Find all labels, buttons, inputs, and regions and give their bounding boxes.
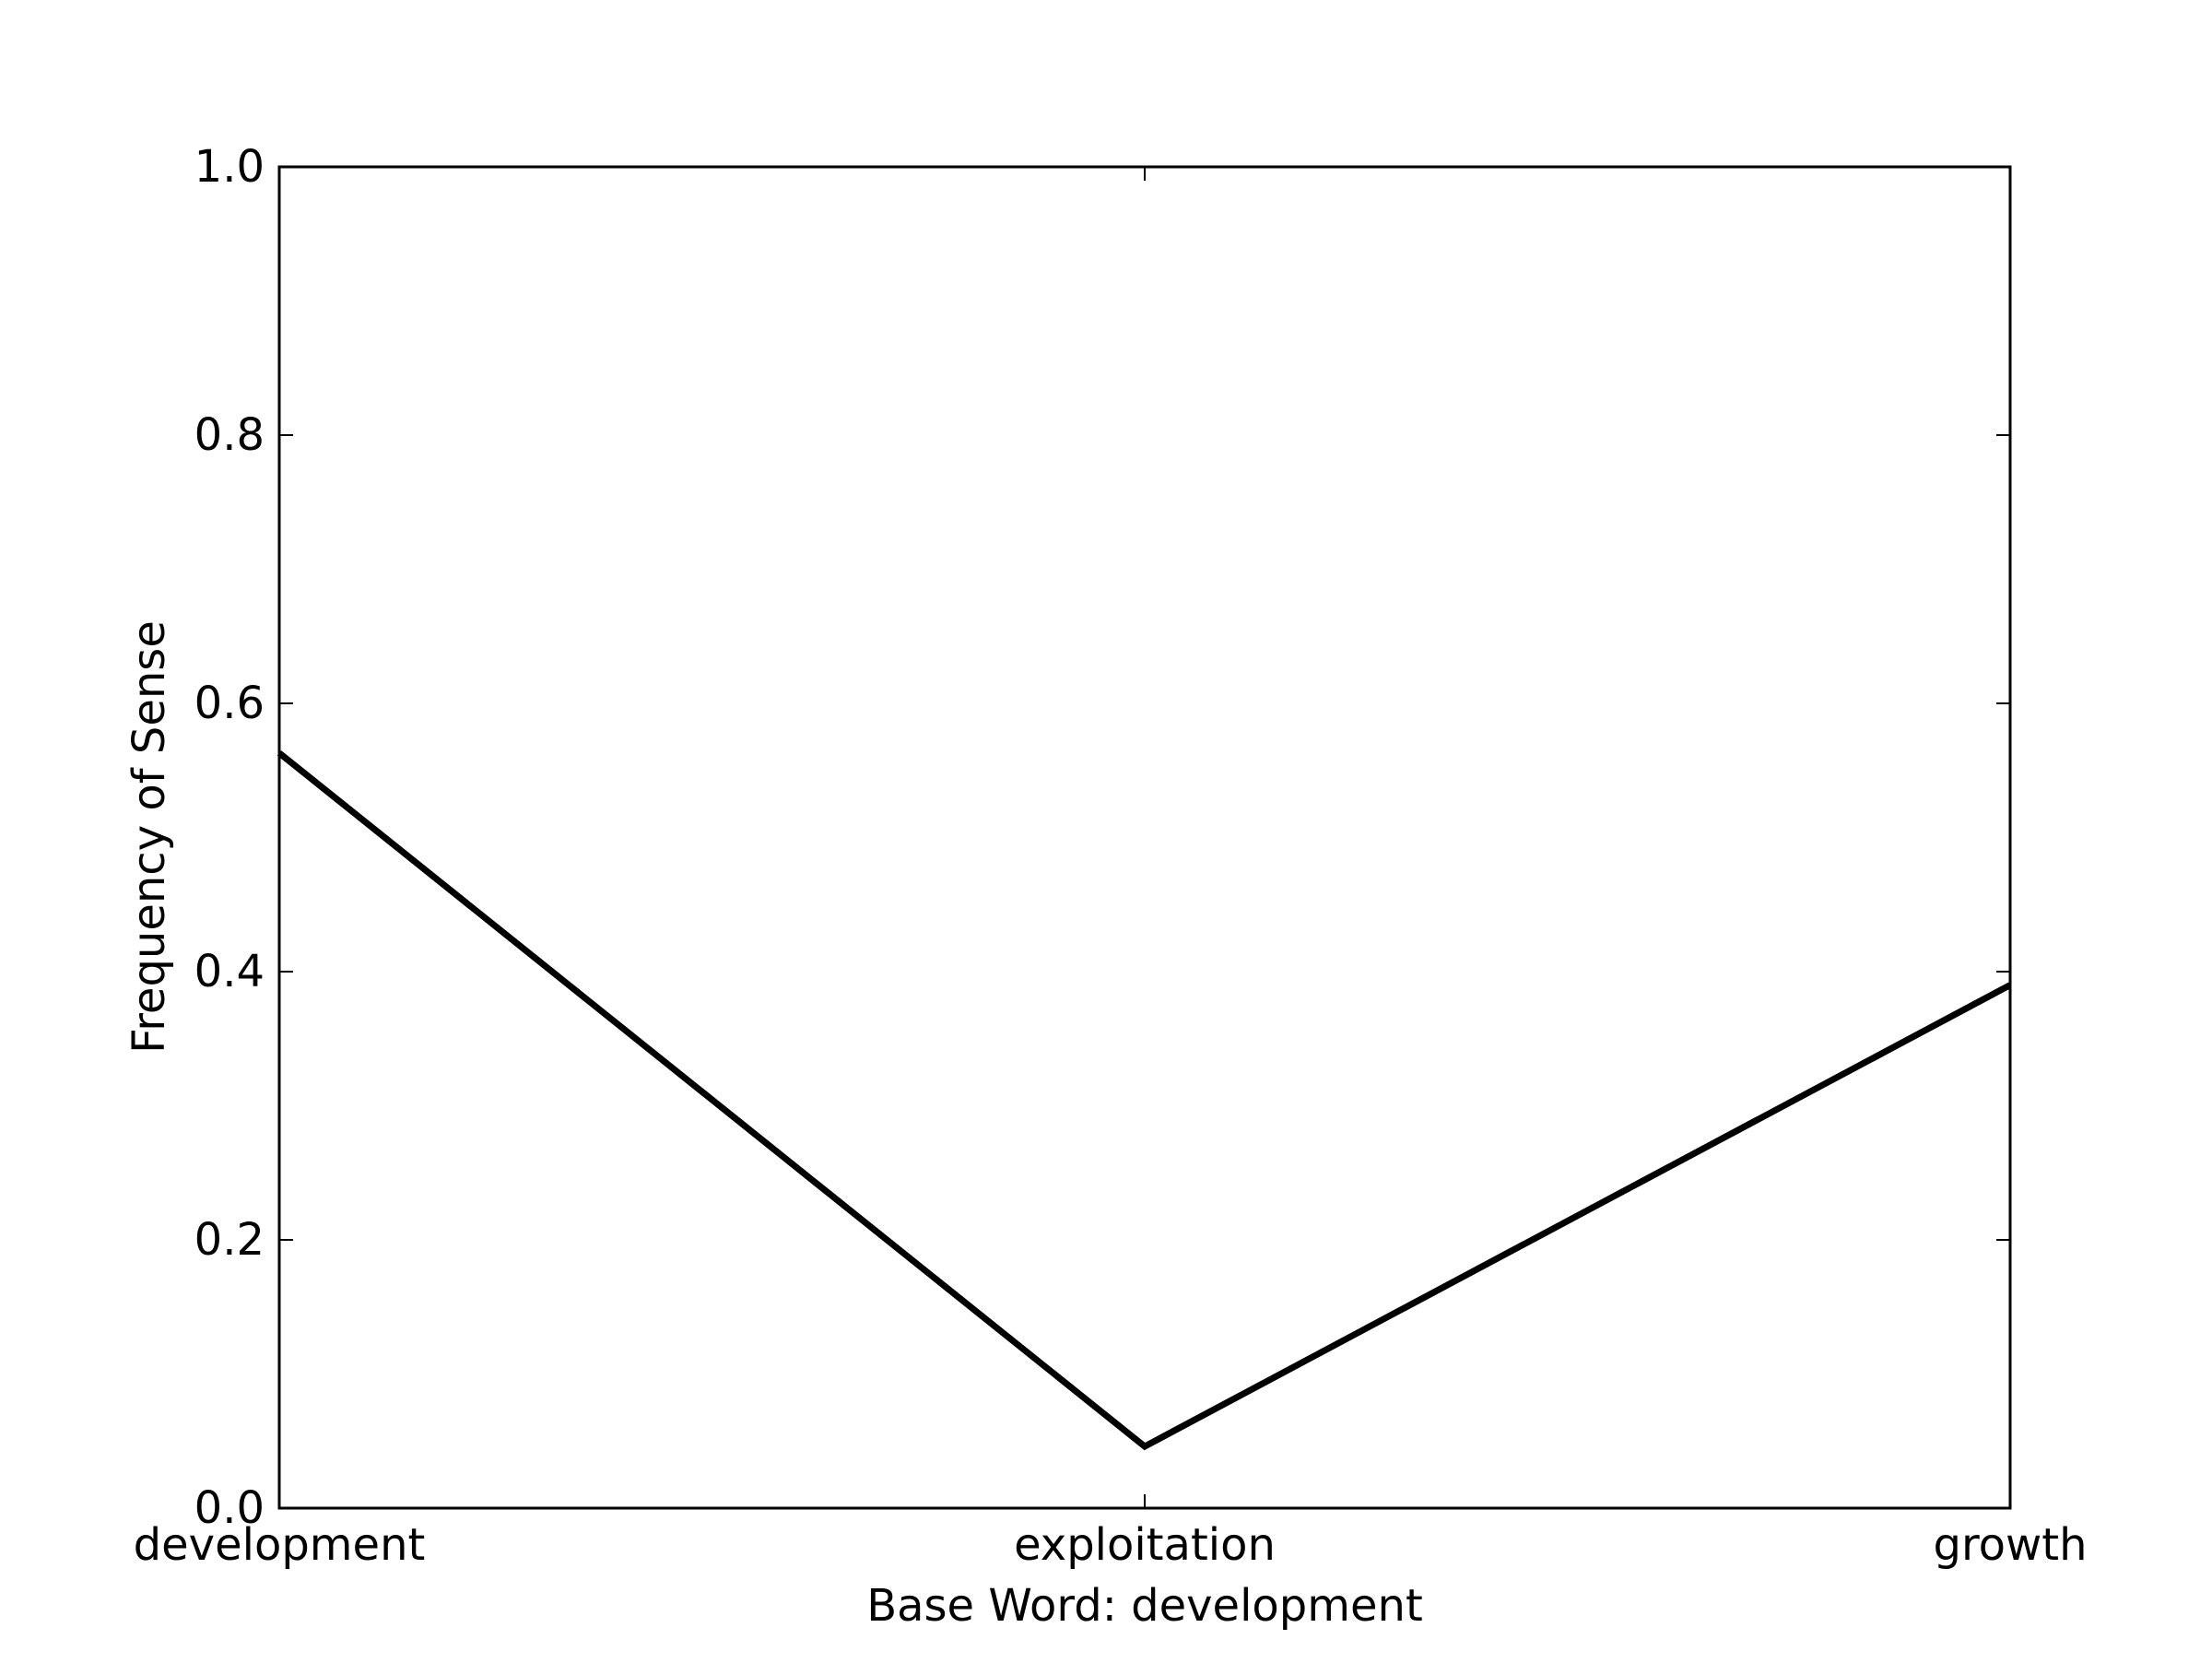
x-tick-label: development [134,1519,426,1571]
y-tick-labels: 0.00.20.40.60.81.0 [194,141,265,1534]
tick-marks [279,167,2010,1508]
series-layer [279,753,2010,1446]
x-axis-label: Base Word: development [866,1580,1423,1632]
y-tick-label: 0.4 [194,946,265,997]
x-tick-label: exploitation [1014,1519,1276,1571]
y-tick-label: 0.8 [194,409,265,461]
series-line-0 [279,753,2010,1446]
plot-frame [279,167,2010,1508]
y-tick-label: 1.0 [194,141,265,193]
x-tick-labels: development exploitation growth [134,1519,2088,1571]
y-tick-label: 0.2 [194,1214,265,1266]
y-tick-label: 0.6 [194,678,265,729]
x-tick-label: growth [1933,1519,2087,1571]
y-axis-label: Frequency of Sense [124,620,175,1054]
